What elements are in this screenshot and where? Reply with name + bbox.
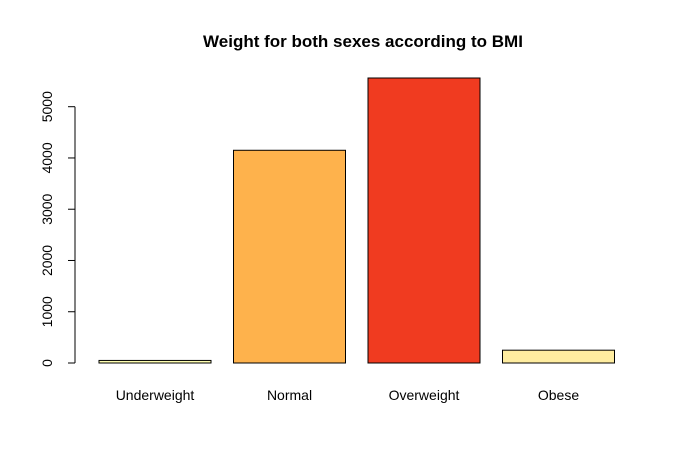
x-tick-label: Normal (267, 387, 312, 403)
y-tick-label: 5000 (39, 91, 55, 122)
bar-underweight (98, 359, 212, 364)
x-tick-label: Obese (538, 387, 579, 403)
y-axis: 0 1000 2000 3000 4000 5000 (39, 91, 76, 367)
y-tick-label: 4000 (39, 142, 55, 173)
bar-overweight (367, 77, 481, 364)
bar-normal (233, 149, 346, 364)
chart-title: Weight for both sexes according to BMI (203, 32, 523, 51)
y-tick-label: 0 (39, 359, 55, 367)
bars (98, 77, 615, 364)
x-axis-labels: Underweight Normal Overweight Obese (116, 387, 580, 403)
y-tick-label: 3000 (39, 193, 55, 224)
y-tick-label: 2000 (39, 245, 55, 276)
x-tick-label: Underweight (116, 387, 195, 403)
y-tick-label: 1000 (39, 296, 55, 327)
bar-obese (502, 349, 615, 364)
x-tick-label: Overweight (389, 387, 460, 403)
